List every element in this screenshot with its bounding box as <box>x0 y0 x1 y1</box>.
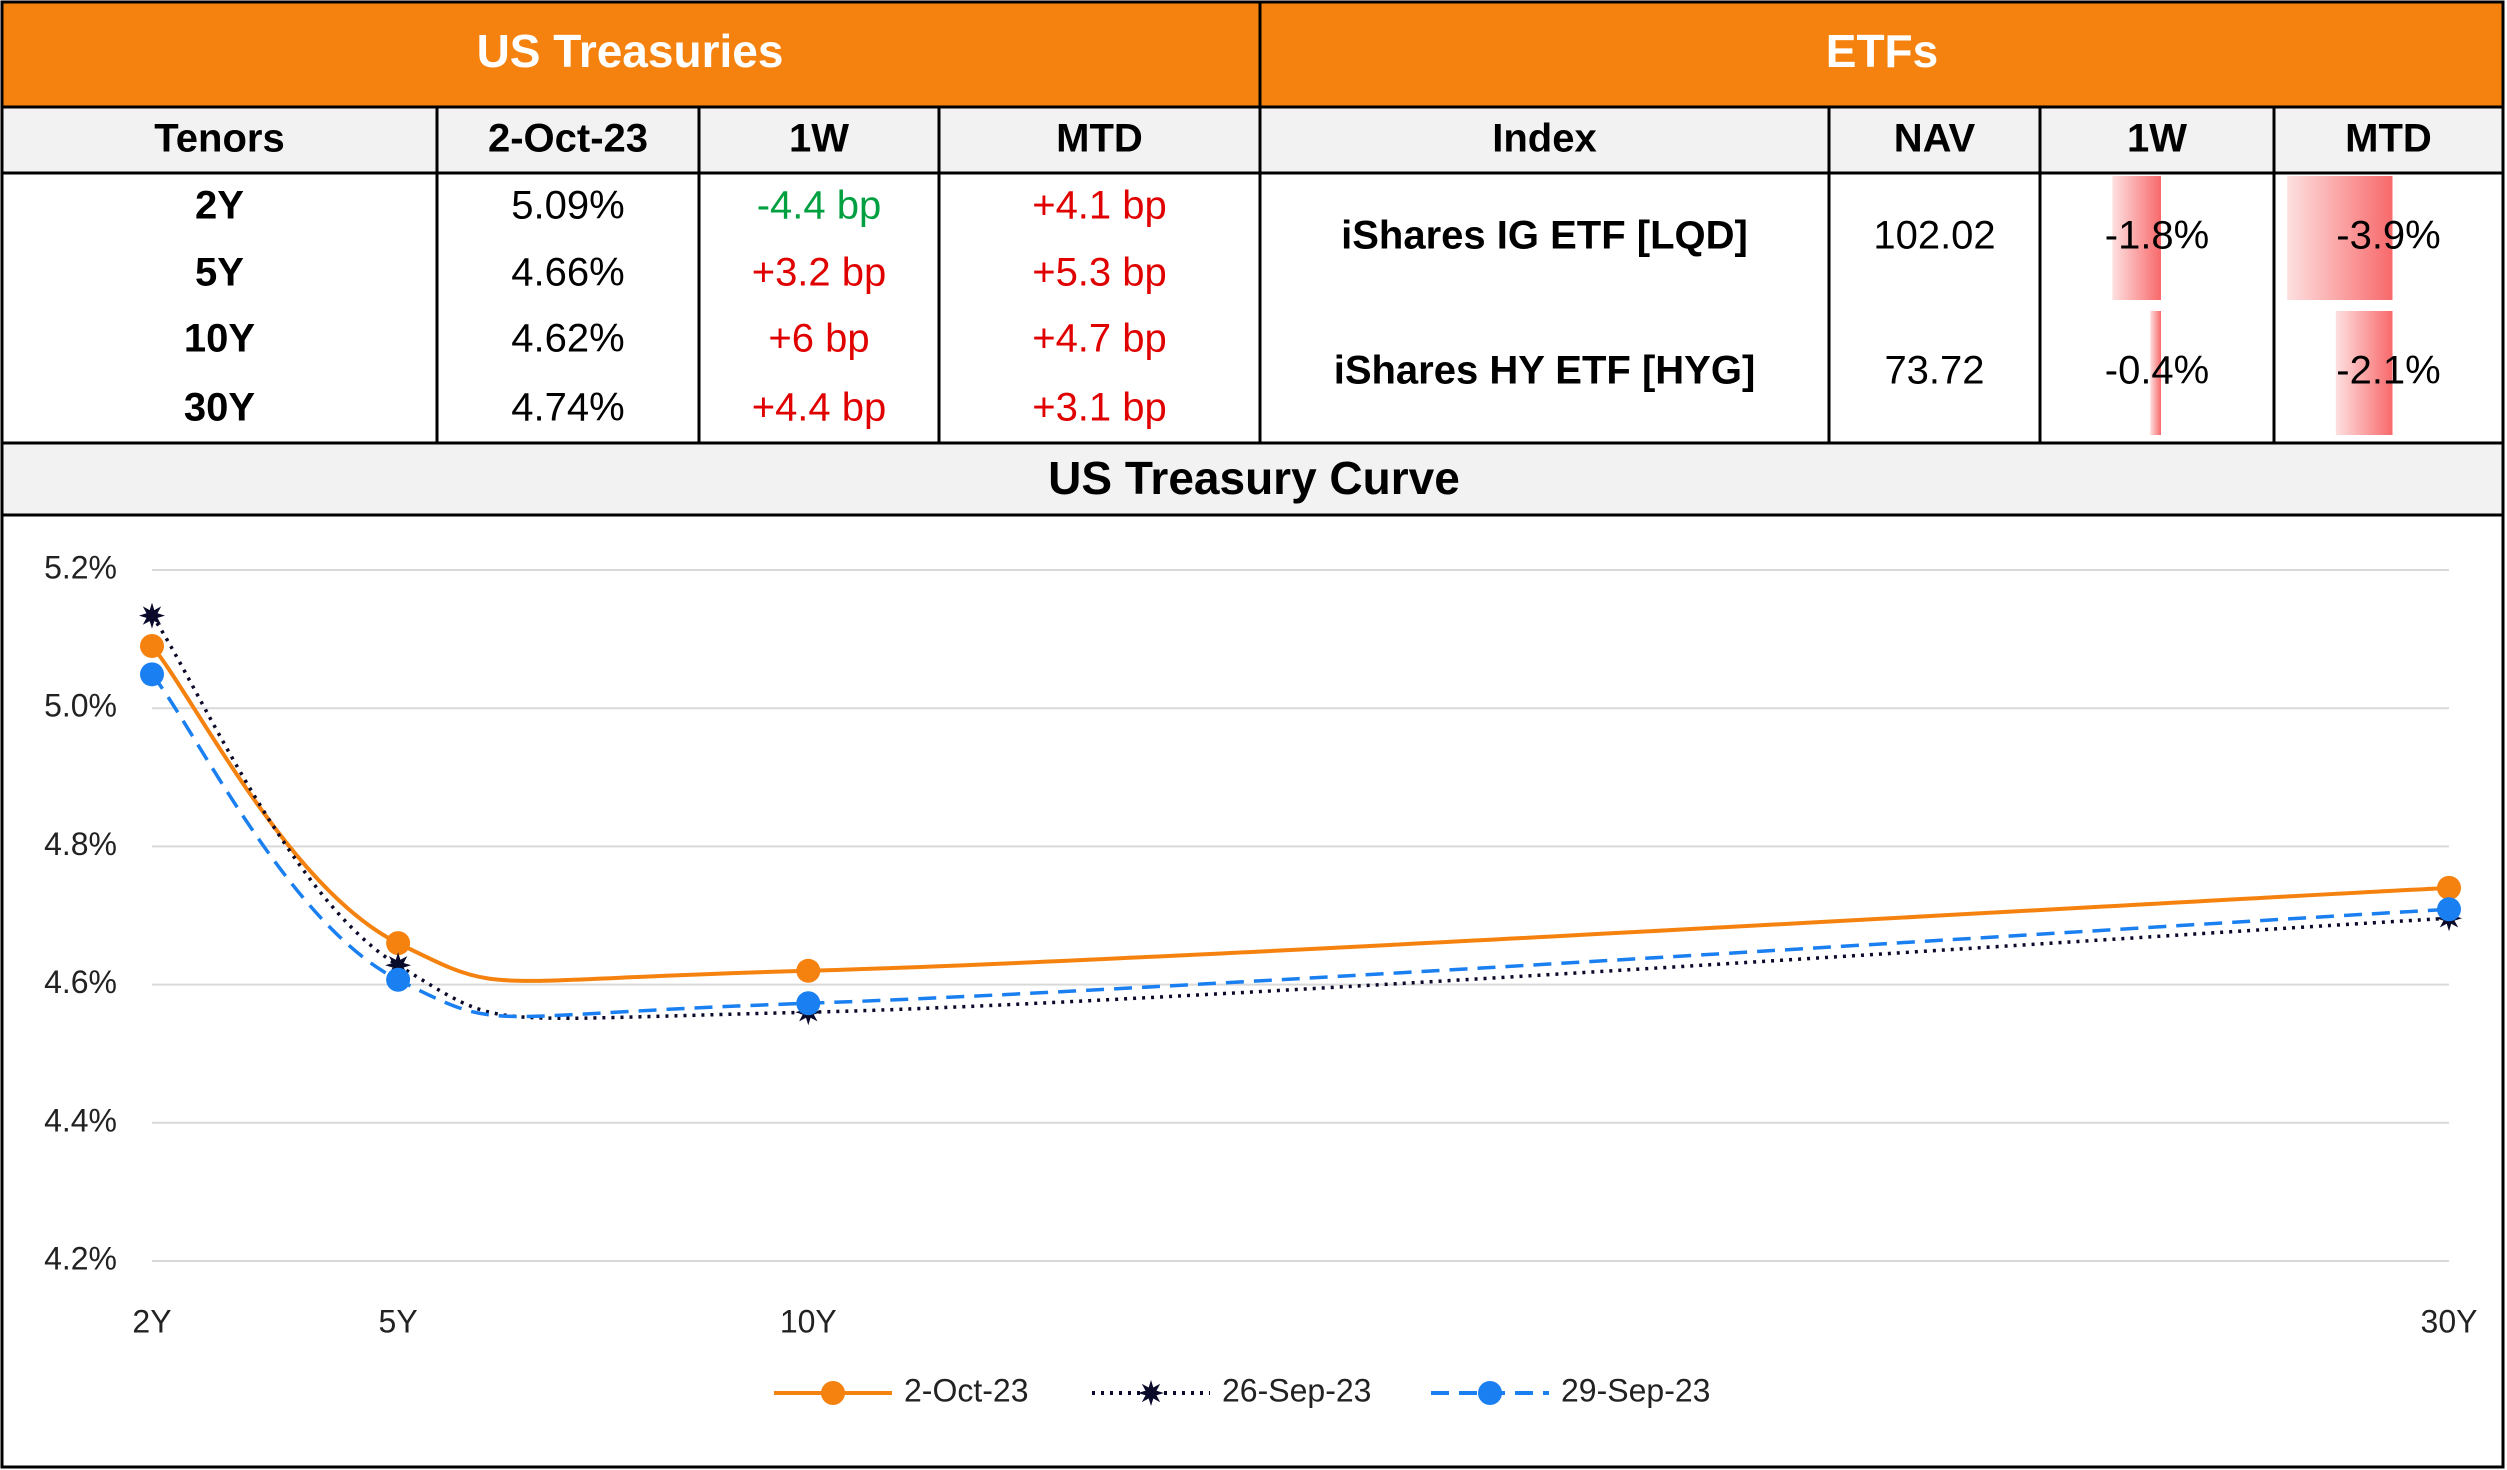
data-bar <box>2112 176 2161 300</box>
etfs-title: ETFs <box>1826 25 1938 77</box>
data-point <box>796 958 821 983</box>
column-header: Tenors <box>154 117 284 161</box>
table-cell: 10Y <box>184 317 255 361</box>
legend-marker <box>1478 1381 1502 1405</box>
series-line <box>150 673 2450 1019</box>
table-cell: -1.8% <box>2105 214 2210 258</box>
data-point <box>386 967 411 992</box>
data-point <box>2437 897 2461 922</box>
table-cell: +6 bp <box>768 317 869 361</box>
y-tick-label: 4.4% <box>44 1102 117 1138</box>
legend-label: 2-Oct-23 <box>904 1372 1028 1408</box>
table-cell: -0.4% <box>2105 349 2210 393</box>
column-header: Index <box>1492 117 1596 161</box>
series-line <box>150 644 2450 983</box>
y-tick-label: 4.2% <box>44 1240 117 1276</box>
table-cell: 30Y <box>184 386 255 430</box>
table-cell: -3.9% <box>2336 214 2441 258</box>
data-point <box>140 634 164 659</box>
data-point <box>386 931 411 956</box>
table-cell: +4.4 bp <box>752 386 887 430</box>
table-cell: 5.09% <box>511 184 624 228</box>
column-header: 1W <box>2127 117 2187 161</box>
data-bar <box>2287 176 2393 300</box>
column-header: 1W <box>789 117 849 161</box>
y-tick-label: 5.2% <box>44 549 117 585</box>
x-tick-label: 5Y <box>379 1303 418 1339</box>
data-point <box>796 991 821 1016</box>
y-tick-label: 4.6% <box>44 964 117 1000</box>
chart-title: US Treasury Curve <box>1048 452 1460 504</box>
table-cell: 5Y <box>195 251 244 295</box>
data-point <box>2437 875 2461 900</box>
y-tick-label: 5.0% <box>44 688 117 724</box>
x-tick-label: 10Y <box>780 1303 837 1339</box>
table-cell: 2Y <box>195 184 244 228</box>
table-cell: 73.72 <box>1884 349 1984 393</box>
legend-label: 26-Sep-23 <box>1222 1372 1371 1408</box>
table-cell: +5.3 bp <box>1032 251 1167 295</box>
table-cell: +3.2 bp <box>752 251 887 295</box>
x-tick-label: 2Y <box>132 1303 171 1339</box>
data-point <box>139 602 165 629</box>
etfs-header <box>1258 0 2505 109</box>
table-cell: +4.1 bp <box>1032 184 1167 228</box>
data-bar <box>2335 311 2393 435</box>
subheader-row <box>0 105 2505 175</box>
y-tick-label: 4.8% <box>44 826 117 862</box>
table-cell: +4.7 bp <box>1032 317 1167 361</box>
legend-marker <box>821 1381 845 1405</box>
table-cell: 4.62% <box>511 317 624 361</box>
table-cell: iShares IG ETF [LQD] <box>1341 214 1748 258</box>
table-cell: 4.66% <box>511 251 624 295</box>
treasuries-header <box>0 0 1262 109</box>
column-header: NAV <box>1894 117 1976 161</box>
legend-marker <box>1138 1380 1164 1406</box>
table-cell: iShares HY ETF [HYG] <box>1334 349 1756 393</box>
table-cell: -4.4 bp <box>757 184 882 228</box>
data-bar <box>2150 311 2161 435</box>
column-header: MTD <box>1056 117 1143 161</box>
table-cell: 4.74% <box>511 386 624 430</box>
x-tick-label: 30Y <box>2421 1303 2478 1339</box>
data-point <box>140 662 164 687</box>
table-cell: 102.02 <box>1873 214 1995 258</box>
table-cell: +3.1 bp <box>1032 386 1167 430</box>
treasuries-title: US Treasuries <box>477 25 784 77</box>
column-header: 2-Oct-23 <box>488 117 648 161</box>
column-header: MTD <box>2345 117 2432 161</box>
table-cell: -2.1% <box>2336 349 2441 393</box>
legend-label: 29-Sep-23 <box>1561 1372 1710 1408</box>
table-body <box>0 171 2505 445</box>
